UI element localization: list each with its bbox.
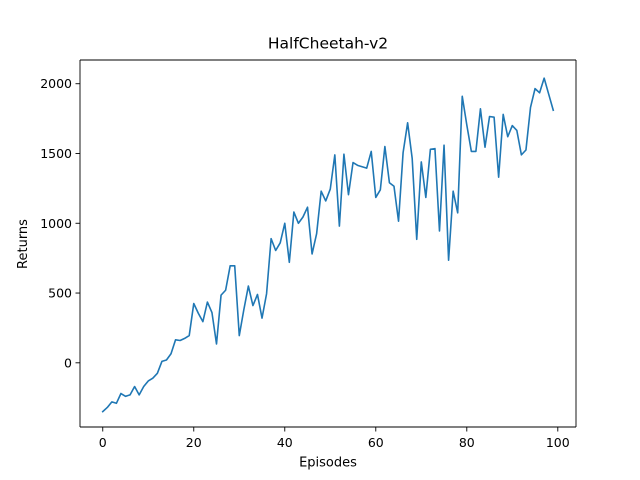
chart-title: HalfCheetah-v2	[268, 35, 388, 53]
x-tick-label: 20	[186, 435, 202, 450]
y-tick-label: 0	[64, 355, 72, 370]
x-axis-label: Episodes	[299, 456, 357, 471]
x-tick-label: 60	[368, 435, 384, 450]
y-tick-label: 1000	[40, 216, 72, 231]
x-tick-label: 40	[277, 435, 293, 450]
y-tick-label: 2000	[40, 76, 72, 91]
x-tick-label: 100	[546, 435, 570, 450]
x-tick-label: 0	[99, 435, 107, 450]
series-line-0	[101, 77, 555, 413]
plot-area	[79, 59, 577, 428]
y-tick-label: 500	[48, 286, 72, 301]
y-axis-label: Returns	[16, 219, 31, 269]
x-tick-label: 80	[459, 435, 475, 450]
y-tick-label: 1500	[40, 146, 72, 161]
